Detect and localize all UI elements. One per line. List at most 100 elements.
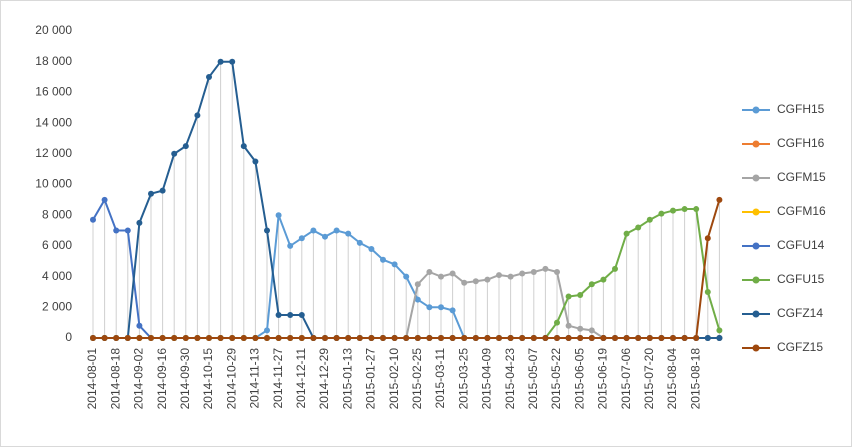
point — [496, 335, 502, 341]
x-tick-label: 2014-08-18 — [108, 348, 122, 410]
y-tick-label: 4 000 — [42, 269, 72, 283]
point — [322, 335, 328, 341]
y-tick-label: 14 000 — [35, 115, 72, 129]
point — [287, 311, 294, 318]
point — [124, 335, 131, 341]
point — [484, 335, 491, 341]
point — [693, 206, 700, 213]
point — [496, 272, 502, 279]
point — [449, 335, 456, 341]
x-tick-label: 2015-05-22 — [549, 348, 563, 410]
x-tick-label: 2015-05-07 — [526, 348, 540, 410]
x-tick-label: 2015-02-25 — [410, 348, 424, 410]
point — [600, 335, 607, 341]
y-tick-label: 10 000 — [35, 177, 72, 191]
point — [472, 335, 479, 341]
point — [461, 279, 468, 286]
point — [530, 268, 537, 275]
point — [90, 335, 96, 341]
point — [577, 292, 584, 299]
point — [588, 335, 595, 341]
y-tick-label: 2 000 — [42, 299, 72, 313]
point — [635, 224, 642, 231]
point — [287, 242, 294, 249]
x-tick-label: 2015-06-05 — [572, 348, 586, 410]
x-tick-label: 2015-04-09 — [480, 348, 494, 410]
legend-marker — [752, 174, 760, 182]
legend-label: CGFM15 — [777, 170, 826, 184]
point — [229, 335, 236, 341]
point — [113, 335, 120, 341]
x-tick-label: 2014-12-29 — [317, 348, 331, 410]
x-tick-label: 2015-01-27 — [364, 348, 378, 410]
point — [380, 256, 386, 263]
point — [670, 335, 676, 341]
legend-marker — [752, 208, 760, 216]
point — [136, 219, 143, 226]
point — [333, 335, 340, 341]
point — [275, 311, 282, 318]
point — [704, 288, 711, 295]
point — [716, 196, 723, 203]
point — [426, 268, 433, 275]
point — [704, 235, 711, 242]
point — [438, 304, 444, 311]
point — [182, 143, 189, 150]
point — [646, 216, 653, 223]
point — [577, 335, 584, 341]
legend-label: CGFH16 — [777, 136, 825, 150]
x-tick-label: 2015-03-11 — [433, 348, 447, 409]
point — [148, 335, 154, 341]
point — [588, 281, 595, 288]
point — [240, 335, 247, 341]
point — [472, 278, 479, 285]
point — [716, 327, 723, 334]
point — [217, 58, 224, 65]
point — [101, 196, 108, 203]
point — [658, 210, 665, 217]
legend-marker — [752, 140, 760, 148]
legend-label: CGFU15 — [777, 272, 825, 286]
x-tick-label: 2015-08-18 — [688, 348, 702, 410]
x-tick-label: 2015-06-19 — [596, 348, 610, 410]
x-tick-label: 2014-10-29 — [224, 348, 238, 410]
point — [612, 265, 618, 272]
point — [646, 335, 653, 341]
point — [229, 58, 236, 65]
point — [124, 227, 131, 234]
point — [449, 270, 456, 277]
point — [658, 335, 665, 341]
point — [704, 335, 711, 341]
legend-label: CGFZ14 — [777, 306, 823, 320]
point — [368, 335, 375, 341]
y-tick-label: 0 — [65, 330, 72, 344]
point — [298, 335, 305, 341]
x-tick-label: 2014-09-30 — [178, 348, 192, 410]
x-tick-label: 2015-01-13 — [340, 348, 354, 410]
point — [681, 335, 688, 341]
y-tick-label: 16 000 — [35, 85, 72, 99]
point — [345, 230, 352, 237]
point — [182, 335, 189, 341]
point — [542, 265, 549, 272]
point — [519, 270, 526, 277]
point — [345, 335, 352, 341]
point — [310, 335, 317, 341]
y-tick-label: 12 000 — [35, 146, 72, 160]
legend-marker — [752, 276, 760, 284]
point — [438, 335, 444, 341]
legend-marker — [752, 242, 760, 250]
point — [171, 150, 178, 157]
point — [90, 216, 96, 223]
point — [565, 322, 572, 329]
point — [136, 322, 143, 329]
point — [391, 335, 398, 341]
point — [356, 335, 363, 341]
point — [414, 335, 421, 341]
y-tick-label: 6 000 — [42, 238, 72, 252]
legend-marker — [752, 310, 760, 318]
point — [333, 227, 340, 234]
point — [113, 227, 120, 234]
y-tick-label: 20 000 — [35, 23, 72, 37]
